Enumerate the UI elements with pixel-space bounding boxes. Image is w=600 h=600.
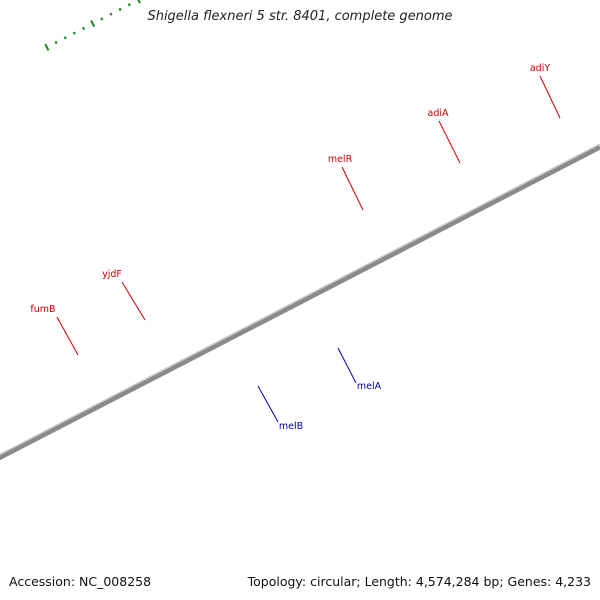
major-tick — [137, 0, 141, 4]
gene-label-fumB: fumB — [30, 304, 55, 315]
gene-label-melB: melB — [279, 421, 303, 432]
minor-tick — [100, 17, 104, 21]
minor-tick — [72, 31, 76, 35]
major-tick — [44, 43, 50, 51]
minor-tick — [63, 36, 67, 40]
gene-label-melR: melR — [328, 154, 353, 165]
minor-tick — [118, 7, 122, 12]
gene-label-yjdF: yjdF — [102, 269, 122, 280]
minor-tick — [54, 40, 58, 45]
map-title: Shigella flexneri 5 str. 8401, complete … — [147, 9, 453, 24]
summary-text: Topology: circular; Length: 4,574,284 bp… — [247, 574, 591, 589]
gene-label-melA: melA — [357, 381, 382, 392]
gene-label-adiA: adiA — [428, 108, 449, 119]
minor-tick — [109, 12, 113, 16]
gene-labels: 4233 kbp4234 kbp4235 kbp4236 kbp4237 kbp… — [30, 63, 561, 432]
accession-text: Accession: NC_008258 — [9, 574, 152, 589]
major-tick — [90, 20, 96, 28]
minor-tick — [81, 26, 86, 31]
gene-label-adiY: adiY — [530, 63, 550, 74]
minor-tick — [127, 3, 131, 7]
genome-backbone — [0, 143, 600, 461]
tick-marks — [44, 0, 141, 51]
